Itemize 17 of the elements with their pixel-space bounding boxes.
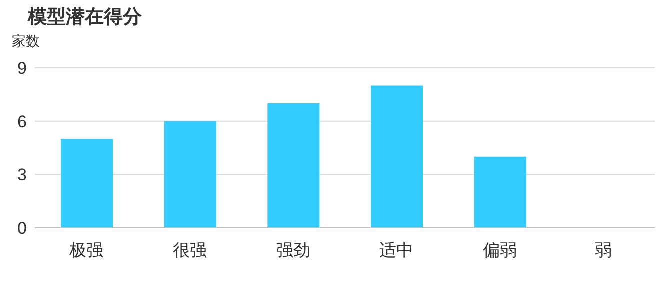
y-tick-label: 3 (18, 166, 27, 185)
bar (164, 121, 216, 228)
y-tick-label: 6 (18, 112, 27, 132)
x-tick-label: 极强 (68, 241, 104, 260)
bar (268, 104, 320, 228)
bar (474, 156, 526, 228)
y-axis-title: 家数 (12, 33, 40, 51)
x-tick-label: 偏弱 (483, 241, 517, 260)
x-tick-label: 适中 (380, 241, 414, 260)
chart-title: 模型潜在得分 (28, 6, 142, 30)
x-tick-label: 弱 (594, 241, 612, 260)
x-tick-label: 很强 (173, 241, 207, 260)
y-tick-label: 0 (18, 219, 27, 238)
bar (61, 139, 113, 228)
y-tick-label: 9 (18, 59, 27, 78)
bar (371, 86, 423, 228)
x-tick-label: 强劲 (276, 241, 310, 260)
